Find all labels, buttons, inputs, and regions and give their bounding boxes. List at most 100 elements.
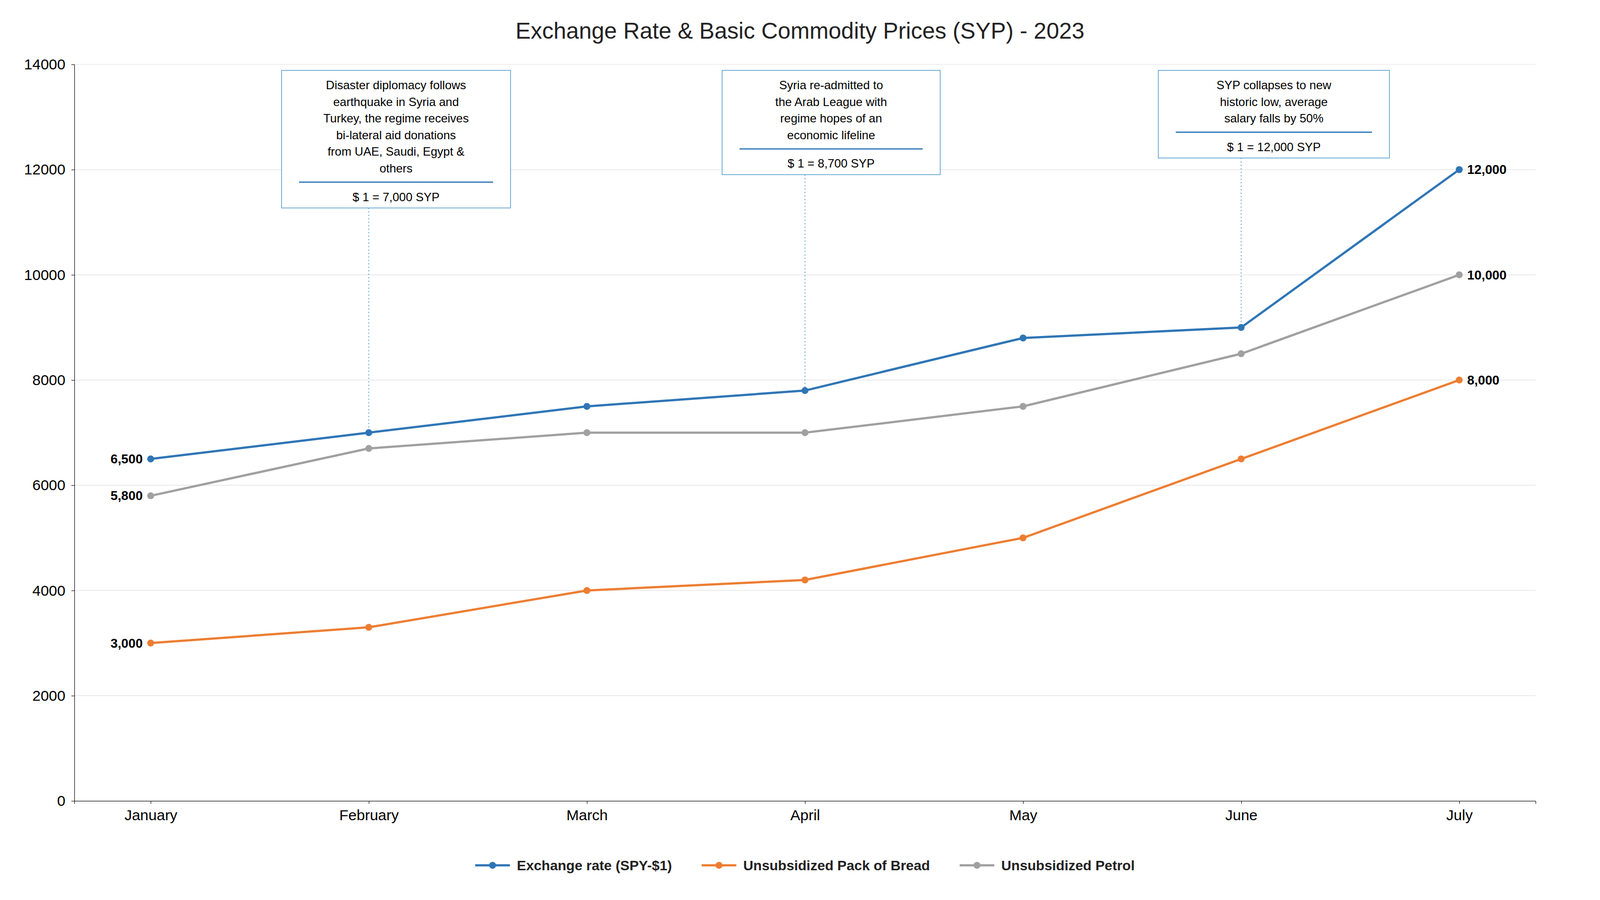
- line: [150, 275, 1460, 497]
- chart: Exchange Rate & Basic Commodity Prices (…: [0, 0, 1600, 900]
- grid-line: [74, 274, 1536, 276]
- annotation-box: [722, 70, 941, 175]
- tick-label: 4000: [32, 582, 66, 599]
- point: [1455, 376, 1463, 384]
- annotation-rule: [739, 148, 923, 150]
- tick-mark: [71, 800, 75, 802]
- annotation-rule: [1175, 131, 1372, 134]
- point: [1237, 324, 1245, 332]
- annotation-box: [281, 70, 511, 209]
- x-axis: January February March April May June July: [74, 800, 1537, 824]
- grid-line: [74, 695, 1536, 696]
- point: [1237, 350, 1245, 358]
- legend-item: Exchange rate (SPY-$1): [475, 857, 673, 874]
- tick-label: 0: [57, 792, 66, 809]
- point: [147, 639, 155, 647]
- legend-item: Unsubsidized Pack of Bread: [701, 857, 931, 874]
- x-tick: May: [1009, 800, 1038, 824]
- point: [583, 586, 591, 594]
- x-tick: March: [566, 800, 608, 824]
- tick-mark: [71, 695, 75, 697]
- x-tick: February: [339, 800, 399, 824]
- data-label: 3,000: [110, 635, 143, 651]
- tick-label: 2000: [32, 687, 66, 704]
- legend-label: Unsubsidized Pack of Bread: [743, 857, 931, 874]
- tick-label: March: [566, 806, 608, 824]
- tick-label: July: [1446, 806, 1473, 824]
- line: [150, 169, 1460, 459]
- title: Exchange Rate & Basic Commodity Prices (…: [515, 17, 1085, 44]
- annotation-subtext: $ 1 = 8,700 SYP: [787, 156, 875, 171]
- tick-label: May: [1009, 806, 1038, 824]
- y-tick: 4000: [32, 582, 75, 599]
- data-label: 10,000: [1467, 267, 1507, 283]
- annotation-text: Disaster diplomacy followsearthquake in …: [323, 78, 469, 175]
- annotation-text: Syria re-admitted tothe Arab League with…: [775, 78, 888, 142]
- tick-mark: [804, 800, 806, 804]
- legend-marker: [715, 861, 723, 869]
- annotation-rule: [298, 181, 494, 183]
- legend: Exchange rate (SPY-$1) Unsubsidized Pack …: [475, 857, 1136, 874]
- series: [147, 271, 1463, 500]
- annotation: SYP collapses to newhistoric low, averag…: [1158, 70, 1390, 159]
- point: [583, 429, 591, 437]
- tick-mark: [368, 800, 370, 804]
- series-group: [147, 166, 1463, 647]
- series: [147, 166, 1463, 463]
- tick-mark: [71, 275, 75, 276]
- data-label: 8,000: [1467, 372, 1500, 388]
- y-tick: 0: [57, 792, 75, 809]
- y-tick: 8000: [32, 371, 75, 389]
- x-tick: January: [124, 800, 178, 824]
- tick-mark: [71, 64, 75, 65]
- y-tick: 2000: [32, 687, 75, 704]
- grid-line: [74, 63, 1536, 65]
- legend-label: Exchange rate (SPY-$1): [516, 857, 673, 874]
- tick-label: February: [339, 806, 399, 824]
- point: [1455, 271, 1463, 279]
- axis-line: [74, 801, 1537, 805]
- tick-mark: [71, 380, 75, 381]
- tick-label: June: [1225, 806, 1258, 824]
- tick-mark: [71, 590, 75, 591]
- legend-marker: [489, 861, 497, 869]
- annotation-connector: [1240, 158, 1242, 328]
- point: [147, 455, 155, 463]
- tick-label: 14000: [24, 56, 66, 73]
- annotation: Syria re-admitted tothe Arab League with…: [722, 70, 941, 175]
- y-axis: 02000400060008000100001200014000: [24, 56, 75, 809]
- tick-label: 8000: [32, 371, 66, 389]
- point: [1019, 402, 1027, 410]
- tick-mark: [71, 485, 75, 486]
- data-labels: 6,500 12,000 3,000 8,000 5,800 10,000: [110, 162, 1507, 651]
- point: [801, 387, 809, 395]
- tick-label: 12000: [24, 161, 66, 178]
- tick-label: April: [790, 806, 820, 824]
- data-label: 6,500: [110, 451, 143, 467]
- point: [1019, 334, 1027, 342]
- y-tick: 12000: [24, 161, 75, 178]
- plot-area: 02000400060008000100001200014000JanuaryF…: [24, 56, 1537, 824]
- point: [801, 576, 809, 584]
- point: [801, 429, 809, 437]
- annotations: Disaster diplomacy followsearthquake in …: [281, 70, 1390, 209]
- data-label: 12,000: [1467, 162, 1507, 177]
- data-label: 5,800: [110, 488, 143, 504]
- annotation-subtext: $ 1 = 12,000 SYP: [1227, 140, 1321, 154]
- point: [1455, 166, 1463, 173]
- point: [1019, 534, 1027, 542]
- annotation-connector: [804, 174, 806, 391]
- annotation-subtext: $ 1 = 7,000 SYP: [352, 190, 440, 204]
- tick-label: January: [124, 806, 178, 824]
- tick-mark: [71, 169, 75, 171]
- tick-mark: [1023, 800, 1024, 804]
- annotation-text: SYP collapses to newhistoric low, averag…: [1216, 78, 1332, 125]
- point: [365, 624, 373, 631]
- tick-label: 6000: [32, 476, 66, 494]
- legend-label: Unsubsidized Petrol: [1001, 857, 1135, 874]
- grid-line: [74, 590, 1536, 591]
- x-tick: April: [790, 800, 820, 824]
- point: [147, 492, 155, 500]
- point: [365, 429, 373, 437]
- point: [1237, 455, 1245, 463]
